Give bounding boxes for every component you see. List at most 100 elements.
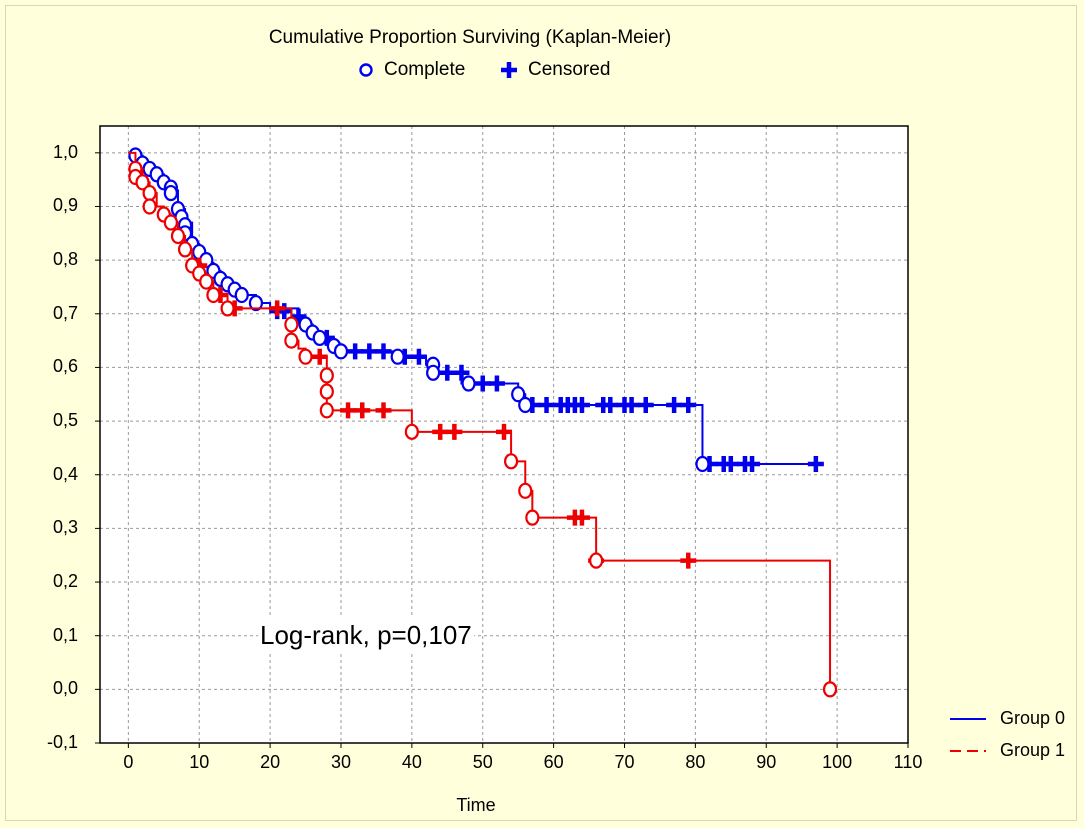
complete-marker-group-1	[319, 402, 334, 419]
censored-marker-group-1	[311, 348, 328, 365]
legend-censored-label: Censored	[528, 59, 611, 80]
complete-marker-group-0	[426, 364, 441, 381]
censored-marker-group-1	[269, 300, 286, 317]
complete-marker-group-1	[503, 453, 519, 470]
censored-marker-group-1	[375, 402, 392, 419]
legend-complete-label: Complete	[384, 59, 466, 80]
complete-marker-group-1	[319, 383, 334, 400]
legend-group-1: Group 1	[950, 740, 1065, 761]
complete-marker-group-1	[220, 300, 235, 317]
x-tick-label: 80	[685, 752, 706, 772]
y-tick-label: 0,9	[52, 195, 78, 216]
solid-line-icon	[950, 717, 986, 720]
complete-marker-group-1	[170, 227, 186, 245]
circle-marker-icon	[359, 63, 373, 77]
plot-border	[99, 125, 909, 744]
y-tick-label: 0,4	[52, 463, 78, 484]
complete-marker-group-0	[518, 396, 533, 414]
complete-marker-group-0	[695, 455, 710, 473]
plus-marker-icon	[501, 62, 517, 78]
censored-marker-group-0	[744, 456, 761, 473]
y-tick-label: 0,6	[52, 356, 78, 377]
logrank-annotation: Log-rank, p=0,107	[258, 617, 474, 653]
complete-marker-group-1	[284, 332, 299, 349]
censored-marker-group-0	[623, 396, 640, 413]
complete-marker-group-1	[298, 348, 313, 365]
censored-marker-group-0	[602, 396, 619, 413]
complete-marker-group-0	[234, 286, 249, 304]
x-tick-label: 90	[756, 752, 777, 772]
y-tick-label: 0,8	[52, 249, 78, 270]
censored-marker-group-0	[439, 364, 456, 381]
censored-marker-group-0	[453, 364, 470, 381]
censored-marker-group-0	[410, 348, 427, 365]
complete-marker-group-1	[142, 198, 157, 215]
y-tick-label: 0,0	[52, 678, 78, 699]
complete-marker-group-1	[206, 286, 221, 304]
censored-marker-group-1	[573, 509, 590, 526]
x-tick-label: 50	[472, 752, 493, 772]
x-tick-label: 0	[123, 752, 134, 772]
censored-marker-group-1	[432, 423, 449, 440]
x-tick-label: 110	[893, 752, 923, 772]
x-tick-label: 10	[189, 752, 210, 772]
censored-marker-group-0	[680, 396, 697, 413]
censored-marker-group-0	[666, 396, 683, 413]
complete-marker-group-0	[248, 294, 264, 312]
censored-marker-group-0	[347, 343, 364, 360]
y-tick-label: 1,0	[52, 141, 78, 162]
complete-marker-group-0	[461, 375, 476, 392]
legend-group-1-label: Group 1	[1000, 740, 1066, 760]
censored-marker-group-0	[488, 375, 505, 392]
complete-marker-group-1	[319, 367, 334, 384]
complete-marker-group-1	[177, 241, 193, 258]
complete-marker-group-1	[822, 681, 838, 698]
x-axis-label: Time	[456, 795, 496, 815]
complete-marker-group-0	[390, 348, 405, 365]
censored-marker-group-0	[637, 396, 654, 413]
complete-marker-group-1	[199, 273, 214, 290]
y-tick-label: 0,2	[52, 571, 78, 592]
censored-marker-group-0	[573, 396, 590, 413]
censored-marker-group-0	[375, 343, 392, 360]
censored-marker-group-1	[340, 402, 357, 419]
y-tick-label: 0,1	[52, 624, 78, 645]
y-tick-label: 0,5	[52, 410, 78, 431]
complete-marker-group-1	[525, 509, 540, 526]
censored-marker-group-0	[474, 375, 491, 392]
x-tick-label: 100	[822, 752, 853, 772]
censored-marker-group-0	[538, 396, 555, 413]
complete-marker-group-0	[163, 184, 178, 202]
y-tick-label: -0,1	[46, 732, 78, 752]
y-tick-label: 0,7	[52, 302, 78, 323]
x-tick-label: 70	[614, 752, 635, 772]
legend-group-0-label: Group 0	[1000, 708, 1066, 728]
legend-censored: Censored	[500, 55, 610, 85]
complete-marker-group-1	[404, 423, 419, 440]
censored-marker-group-0	[361, 343, 378, 360]
complete-marker-group-0	[333, 343, 349, 360]
chart-frame	[5, 5, 1077, 821]
complete-marker-group-0	[511, 386, 526, 403]
censored-marker-group-0	[290, 308, 307, 325]
complete-marker-group-1	[589, 552, 604, 569]
complete-marker-group-1	[518, 482, 533, 499]
censored-marker-group-0	[722, 456, 739, 473]
x-tick-label: 30	[330, 752, 351, 772]
complete-marker-group-0	[312, 329, 327, 347]
chart-title: Cumulative Proportion Surviving (Kaplan-…	[268, 27, 672, 48]
x-tick-label: 60	[543, 752, 564, 772]
censored-marker-group-1	[496, 423, 512, 440]
legend-group-0: Group 0	[950, 708, 1065, 729]
censored-marker-group-0	[807, 456, 824, 473]
censored-marker-group-1	[680, 552, 697, 569]
complete-marker-group-1	[135, 174, 150, 191]
complete-marker-group-1	[142, 184, 157, 202]
y-tick-label: 0,3	[52, 517, 78, 538]
dashed-line-icon	[950, 749, 986, 752]
censored-marker-group-1	[354, 402, 371, 419]
legend-complete: Complete	[358, 55, 465, 85]
x-tick-label: 40	[401, 752, 422, 772]
